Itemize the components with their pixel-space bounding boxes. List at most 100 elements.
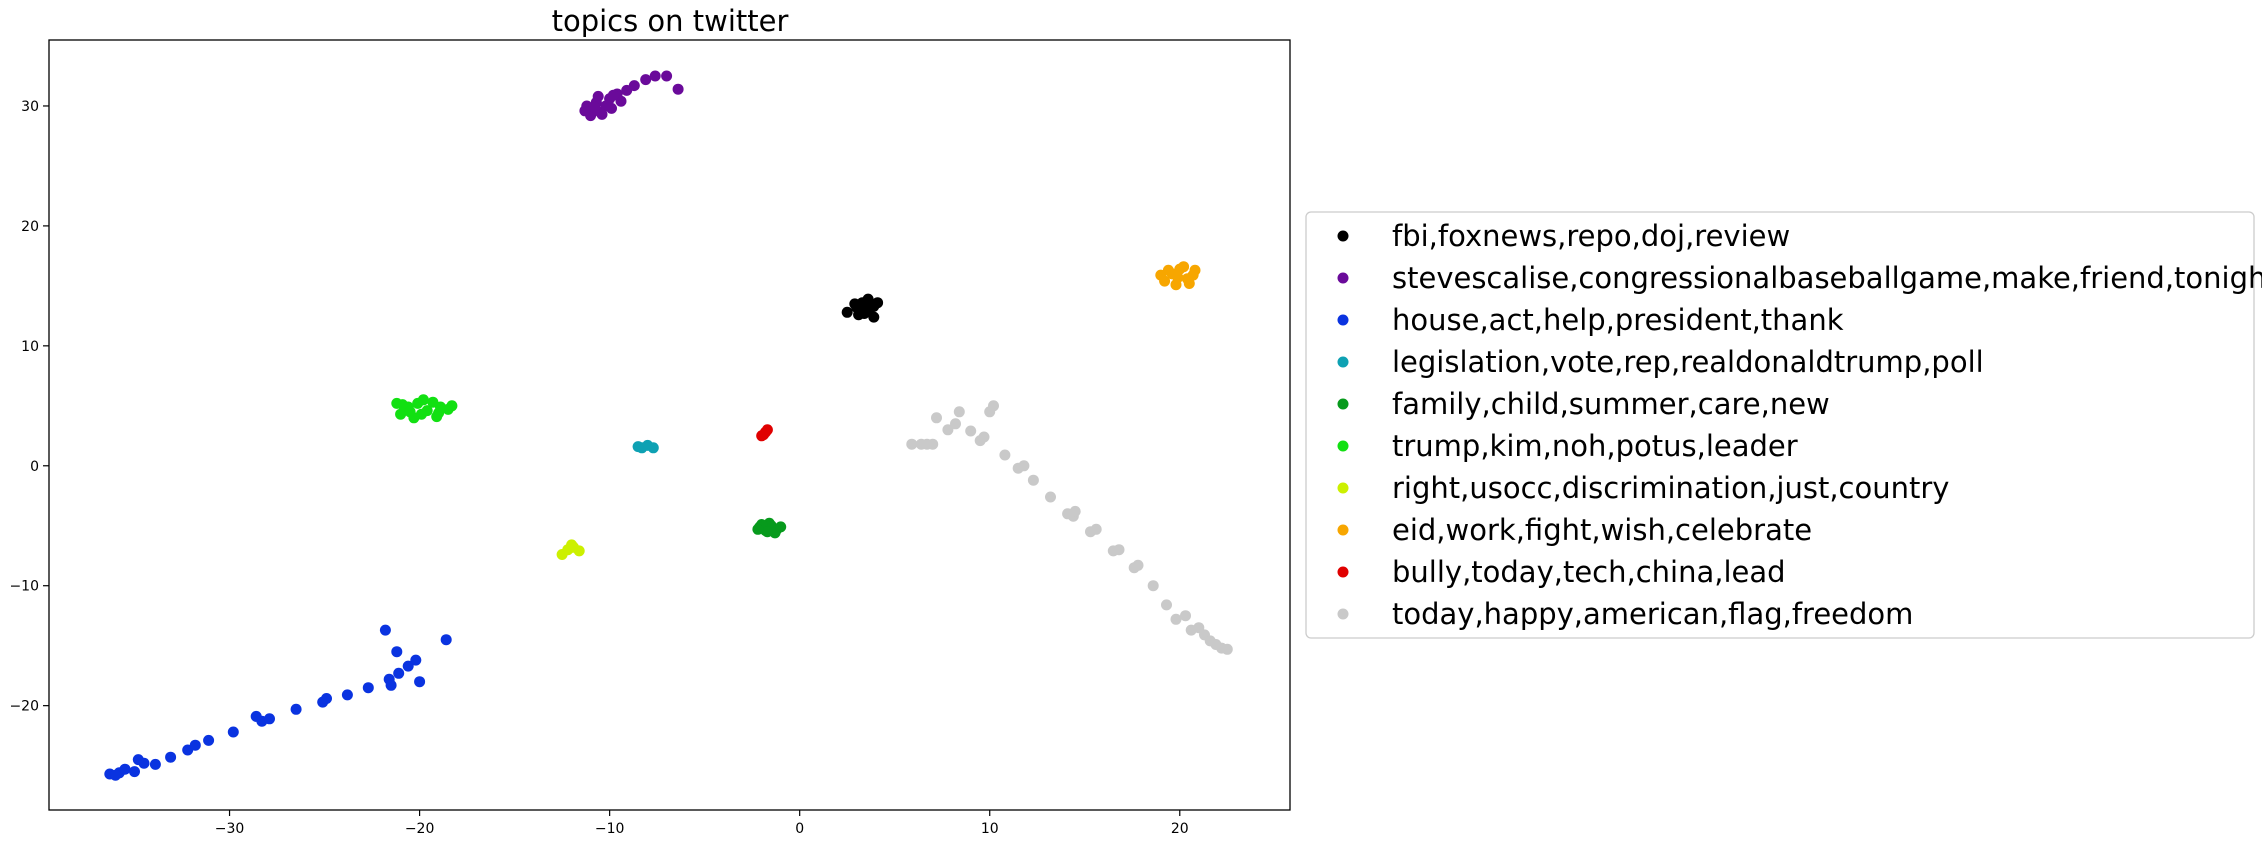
y-tick-label: 20: [21, 219, 39, 235]
data-point: [942, 424, 954, 436]
data-point: [290, 703, 302, 715]
data-point: [385, 679, 397, 691]
data-point: [341, 689, 353, 701]
data-point: [321, 693, 332, 704]
data-point: [404, 406, 416, 418]
data-point: [1132, 559, 1144, 571]
data-point: [446, 400, 458, 412]
legend-label: bully,today,tech,china,lead: [1392, 555, 1786, 589]
data-point: [227, 726, 239, 738]
data-point: [872, 297, 884, 309]
data-point: [414, 676, 426, 688]
data-point: [849, 298, 861, 310]
legend-label: right,usocc,discrimination,just,country: [1392, 471, 1949, 505]
legend-marker: [1337, 524, 1349, 536]
data-point: [1045, 491, 1056, 503]
data-point: [596, 108, 608, 120]
y-tick-label: −20: [9, 699, 39, 715]
plot-frame: [48, 39, 1291, 811]
data-point: [1189, 264, 1201, 276]
data-point: [1113, 544, 1125, 556]
data-point: [149, 758, 161, 770]
data-point: [129, 766, 140, 778]
data-point: [119, 763, 131, 775]
data-point: [647, 442, 659, 454]
data-point: [1178, 261, 1190, 273]
x-tick-label: 20: [1171, 821, 1189, 837]
y-tick-label: 10: [21, 339, 39, 355]
data-point: [607, 89, 619, 101]
data-point: [860, 304, 872, 316]
data-point: [978, 431, 990, 443]
data-point: [1018, 460, 1030, 472]
data-point: [110, 769, 121, 781]
data-point: [640, 74, 652, 86]
chart-title: topics on twitter: [552, 4, 789, 38]
data-point: [988, 400, 999, 412]
x-tick-label: −30: [215, 821, 245, 837]
legend-marker: [1337, 398, 1349, 410]
data-point: [592, 90, 604, 102]
data-point: [1170, 613, 1182, 625]
data-point: [672, 83, 684, 95]
data-point: [165, 751, 177, 763]
data-point: [391, 646, 403, 658]
data-point: [841, 306, 853, 318]
legend-label: eid,work,fight,wish,celebrate: [1392, 513, 1812, 547]
data-point: [433, 407, 445, 419]
legend-marker: [1337, 440, 1349, 452]
legend-marker: [1337, 608, 1349, 620]
legend-marker: [1337, 230, 1349, 242]
legend-label: family,child,summer,care,new: [1392, 387, 1830, 421]
data-point: [758, 429, 770, 441]
data-point: [632, 441, 644, 453]
data-point: [393, 667, 405, 679]
data-point: [1161, 599, 1172, 611]
x-tick-label: −10: [595, 821, 625, 837]
data-point: [1155, 269, 1167, 281]
data-point: [391, 397, 403, 409]
data-point: [661, 70, 673, 82]
legend-items: fbi,foxnews,repo,doj,review stevescalise,…: [1337, 219, 2262, 631]
legend-marker: [1337, 314, 1349, 326]
data-point: [440, 634, 452, 646]
data-point: [931, 412, 942, 424]
data-point: [203, 734, 215, 746]
data-point: [1172, 272, 1184, 283]
data-point: [628, 80, 640, 92]
data-point: [950, 418, 961, 430]
data-point: [906, 438, 918, 450]
data-point: [775, 521, 787, 533]
data-point: [588, 101, 600, 113]
legend: fbi,foxnews,repo,doj,review stevescalise,…: [1305, 211, 2262, 639]
data-point: [1147, 580, 1159, 592]
data-point: [427, 396, 439, 408]
legend-label: fbi,foxnews,repo,doj,review: [1392, 219, 1790, 253]
data-point: [395, 408, 407, 420]
data-point: [1090, 523, 1102, 535]
data-point: [649, 70, 661, 82]
legend-box: [1305, 211, 2255, 639]
legend-marker: [1337, 272, 1349, 284]
legend-label: legislation,vote,rep,realdonaldtrump,pol…: [1392, 345, 1984, 379]
data-point: [752, 523, 764, 535]
legend-marker: [1337, 566, 1349, 578]
data-point: [999, 449, 1011, 461]
data-point: [761, 526, 773, 538]
data-point: [402, 660, 414, 672]
data-point: [189, 739, 201, 751]
legend-label: stevescalise,congressionalbaseballgame,m…: [1392, 261, 2262, 295]
data-point: [965, 425, 977, 437]
x-tick-label: 10: [981, 821, 999, 837]
data-point: [1183, 278, 1195, 289]
data-point: [953, 406, 965, 418]
data-point: [250, 710, 262, 722]
legend-label: trump,kim,noh,potus,leader: [1392, 429, 1798, 463]
data-point: [264, 713, 275, 725]
data-point: [615, 95, 627, 107]
data-points: [104, 70, 1233, 781]
data-point: [579, 105, 591, 117]
data-point: [379, 624, 391, 636]
data-point: [417, 394, 429, 406]
legend-marker: [1337, 356, 1349, 368]
